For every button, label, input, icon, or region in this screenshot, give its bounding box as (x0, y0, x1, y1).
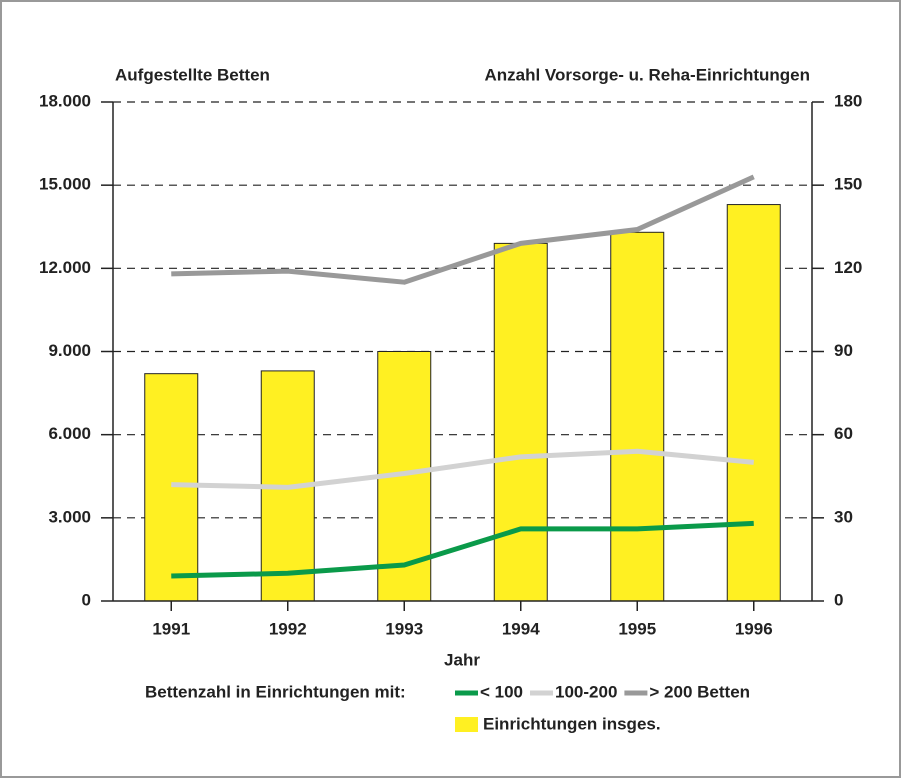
y-tick-label: 18.000 (39, 91, 91, 110)
x-axis-label: Jahr (444, 650, 480, 669)
y-tick-label: 3.000 (48, 507, 91, 526)
y-axis-label: Aufgestellte Betten (115, 65, 270, 84)
y-tick-label: 12.000 (39, 258, 91, 277)
y2-tick-label: 180 (834, 91, 862, 110)
line (171, 520, 754, 579)
legend-label: > 200 Betten (649, 682, 750, 701)
y2-tick-label: 30 (834, 507, 853, 526)
legend-label: < 100 (480, 682, 523, 701)
legend-swatch (455, 717, 478, 732)
legend-label: Einrichtungen insges. (483, 714, 661, 733)
x-tick-label: 1995 (618, 619, 656, 638)
legend-title: Bettenzahl in Einrichtungen mit: (145, 682, 406, 701)
y2-tick-label: 150 (834, 175, 862, 194)
y2-tick-label: 60 (834, 424, 853, 443)
y-tick-label: 15.000 (39, 175, 91, 194)
y2-tick-label: 0 (834, 590, 843, 609)
bar (726, 204, 781, 602)
y2-tick-label: 90 (834, 341, 853, 360)
x-tick-label: 1994 (502, 619, 540, 638)
bar (493, 242, 548, 602)
x-tick-label: 1992 (269, 619, 307, 638)
y-tick-label: 9.000 (48, 341, 91, 360)
y2-tick-label: 120 (834, 258, 862, 277)
x-tick-label: 1993 (385, 619, 423, 638)
x-tick-label: 1996 (735, 619, 773, 638)
line (171, 174, 755, 285)
line (171, 448, 754, 490)
y-tick-label: 0 (82, 590, 91, 609)
y-tick-label: 6.000 (48, 424, 91, 443)
legend-label: 100-200 (555, 682, 617, 701)
y2-axis-label: Anzahl Vorsorge- u. Reha-Einrichtungen (484, 65, 810, 84)
bar (610, 231, 665, 602)
x-tick-label: 1991 (152, 619, 190, 638)
